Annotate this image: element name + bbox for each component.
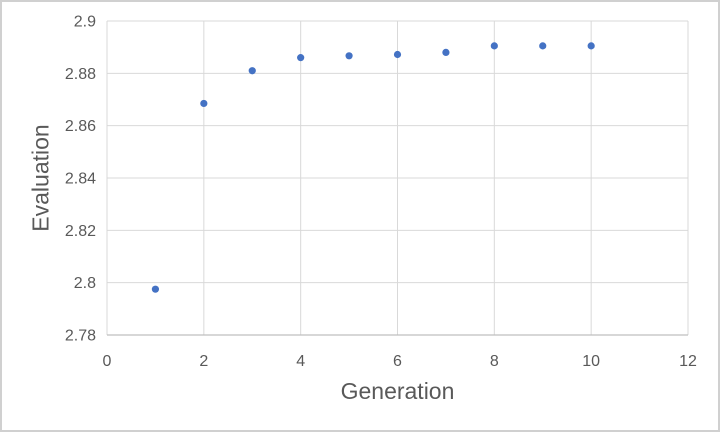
data-point: [200, 99, 208, 108]
x-tick-label: 8: [490, 353, 499, 370]
data-point: [297, 54, 305, 62]
y-tick-label: 2.82: [65, 223, 96, 240]
data-point: [539, 42, 547, 50]
x-axis-title: Generation: [340, 378, 455, 404]
y-tick-label: 2.84: [65, 171, 96, 188]
data-point: [442, 48, 450, 57]
data-point: [490, 42, 498, 50]
data-point: [393, 50, 402, 59]
x-tick-label: 4: [296, 353, 305, 370]
data-point: [151, 285, 160, 293]
x-tick-label: 10: [582, 353, 600, 370]
x-tick-label: 6: [393, 353, 402, 370]
y-tick-label: 2.78: [65, 328, 96, 345]
x-tick-label: 0: [103, 353, 112, 370]
data-point: [248, 67, 256, 75]
x-tick-label: 12: [679, 353, 697, 370]
y-tick-label: 2.88: [65, 66, 96, 83]
data-point: [587, 42, 595, 50]
y-axis-title: Evaluation: [27, 124, 54, 232]
y-tick-label: 2.9: [74, 14, 96, 31]
x-tick-label: 2: [199, 353, 208, 370]
y-tick-label: 2.86: [65, 118, 96, 135]
y-tick-label: 2.8: [74, 275, 96, 292]
data-point: [345, 52, 353, 60]
